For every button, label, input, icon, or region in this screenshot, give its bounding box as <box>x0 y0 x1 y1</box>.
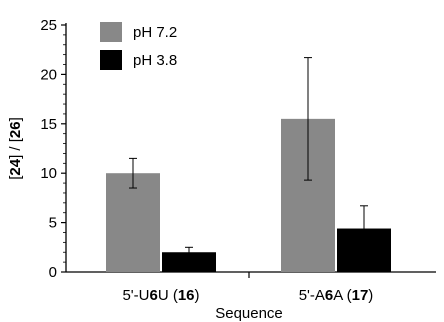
y-tick-label: 15 <box>40 116 57 133</box>
x-category-label: 5'-U6U (16) <box>122 287 199 304</box>
bars <box>106 118 391 272</box>
y-tick-label: 10 <box>40 165 57 182</box>
bar-ph38-0 <box>162 252 216 272</box>
legend-label: pH 7.2 <box>133 24 177 41</box>
error-bars <box>129 57 368 258</box>
x-axis-title: Sequence <box>215 305 283 322</box>
legend-swatch-ph72 <box>100 22 122 42</box>
y-tick-label: 0 <box>49 264 57 281</box>
x-category-labels: 5'-U6U (16) 5'-A6A (17) <box>122 287 373 304</box>
legend: pH 7.2 pH 3.8 <box>100 22 177 70</box>
bar-ph72-0 <box>106 173 160 272</box>
y-ticks: 0 5 10 15 20 25 <box>40 17 66 281</box>
y-tick-label: 20 <box>40 66 57 83</box>
x-category-label: 5'-A6A (17) <box>299 287 374 304</box>
legend-label: pH 3.8 <box>133 52 177 69</box>
y-tick-label: 5 <box>49 215 57 232</box>
y-tick-label: 25 <box>40 17 57 34</box>
y-axis-title: [24] / [26] <box>7 117 24 180</box>
legend-swatch-ph38 <box>100 50 122 70</box>
